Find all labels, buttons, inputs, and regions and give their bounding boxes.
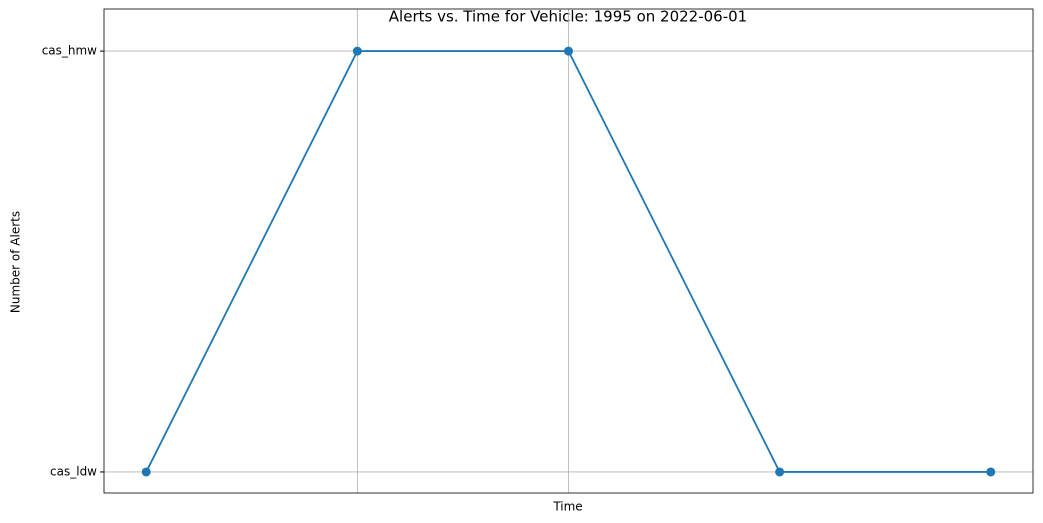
chart-title: Alerts vs. Time for Vehicle: 1995 on 202…: [389, 8, 747, 26]
marker: [775, 467, 785, 477]
marker: [141, 467, 151, 477]
plot-frame: [103, 8, 1034, 494]
y-axis-label: Number of Alerts: [9, 211, 23, 313]
y-tick-label: cas_ldw: [50, 464, 97, 478]
y-tick-label: cas_hmw: [42, 44, 97, 58]
marker: [564, 46, 573, 56]
x-axis-label: Time: [552, 500, 582, 514]
marker: [986, 467, 996, 477]
marker: [352, 46, 362, 56]
